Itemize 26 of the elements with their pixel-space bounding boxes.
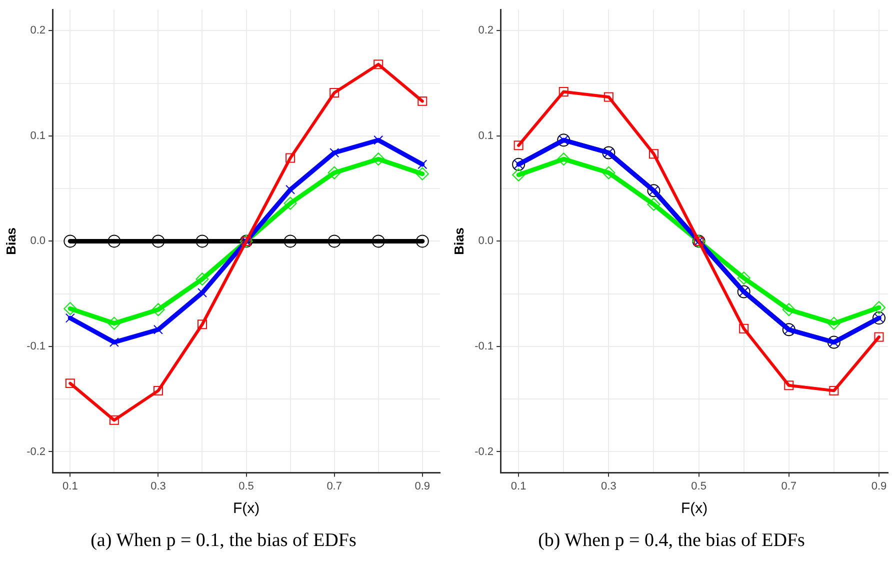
y-tick-label: -0.2: [474, 446, 494, 458]
x-tick-label: 0.7: [781, 480, 797, 492]
y-tick-label: 0.1: [30, 130, 46, 142]
x-tick-label: 0.1: [62, 480, 78, 492]
x-tick-label: 0.3: [601, 480, 616, 492]
y-tick-label: 0.0: [478, 235, 494, 248]
y-axis-title: Bias: [3, 227, 18, 255]
text: (a) When p = 0.1, the bias of EDFs: [90, 530, 358, 552]
x-tick-label: 0.3: [150, 480, 166, 492]
x-tick-label: 0.9: [871, 480, 887, 492]
x-axis-title: F(x): [232, 500, 260, 518]
y-tick-label: -0.1: [26, 340, 46, 353]
y-tick-label: 0.2: [478, 24, 494, 37]
y-axis-title: Bias: [451, 227, 466, 255]
y-tick-label: 0.1: [478, 130, 494, 142]
x-tick-label: 0.9: [414, 480, 430, 492]
y-tick-label: -0.1: [474, 340, 494, 353]
x-tick-label: 0.5: [238, 480, 254, 492]
x-tick-label: 0.5: [691, 480, 706, 492]
y-tick-label: 0.0: [30, 235, 46, 248]
x-axis-title: F(x): [680, 500, 708, 518]
y-tick-label: -0.2: [26, 446, 46, 458]
y-tick-label: 0.2: [30, 24, 46, 37]
x-tick-label: 0.1: [510, 480, 526, 492]
x-tick-label: 0.7: [326, 480, 342, 492]
text: (b) When p = 0.4, the bias of EDFs: [537, 530, 806, 552]
